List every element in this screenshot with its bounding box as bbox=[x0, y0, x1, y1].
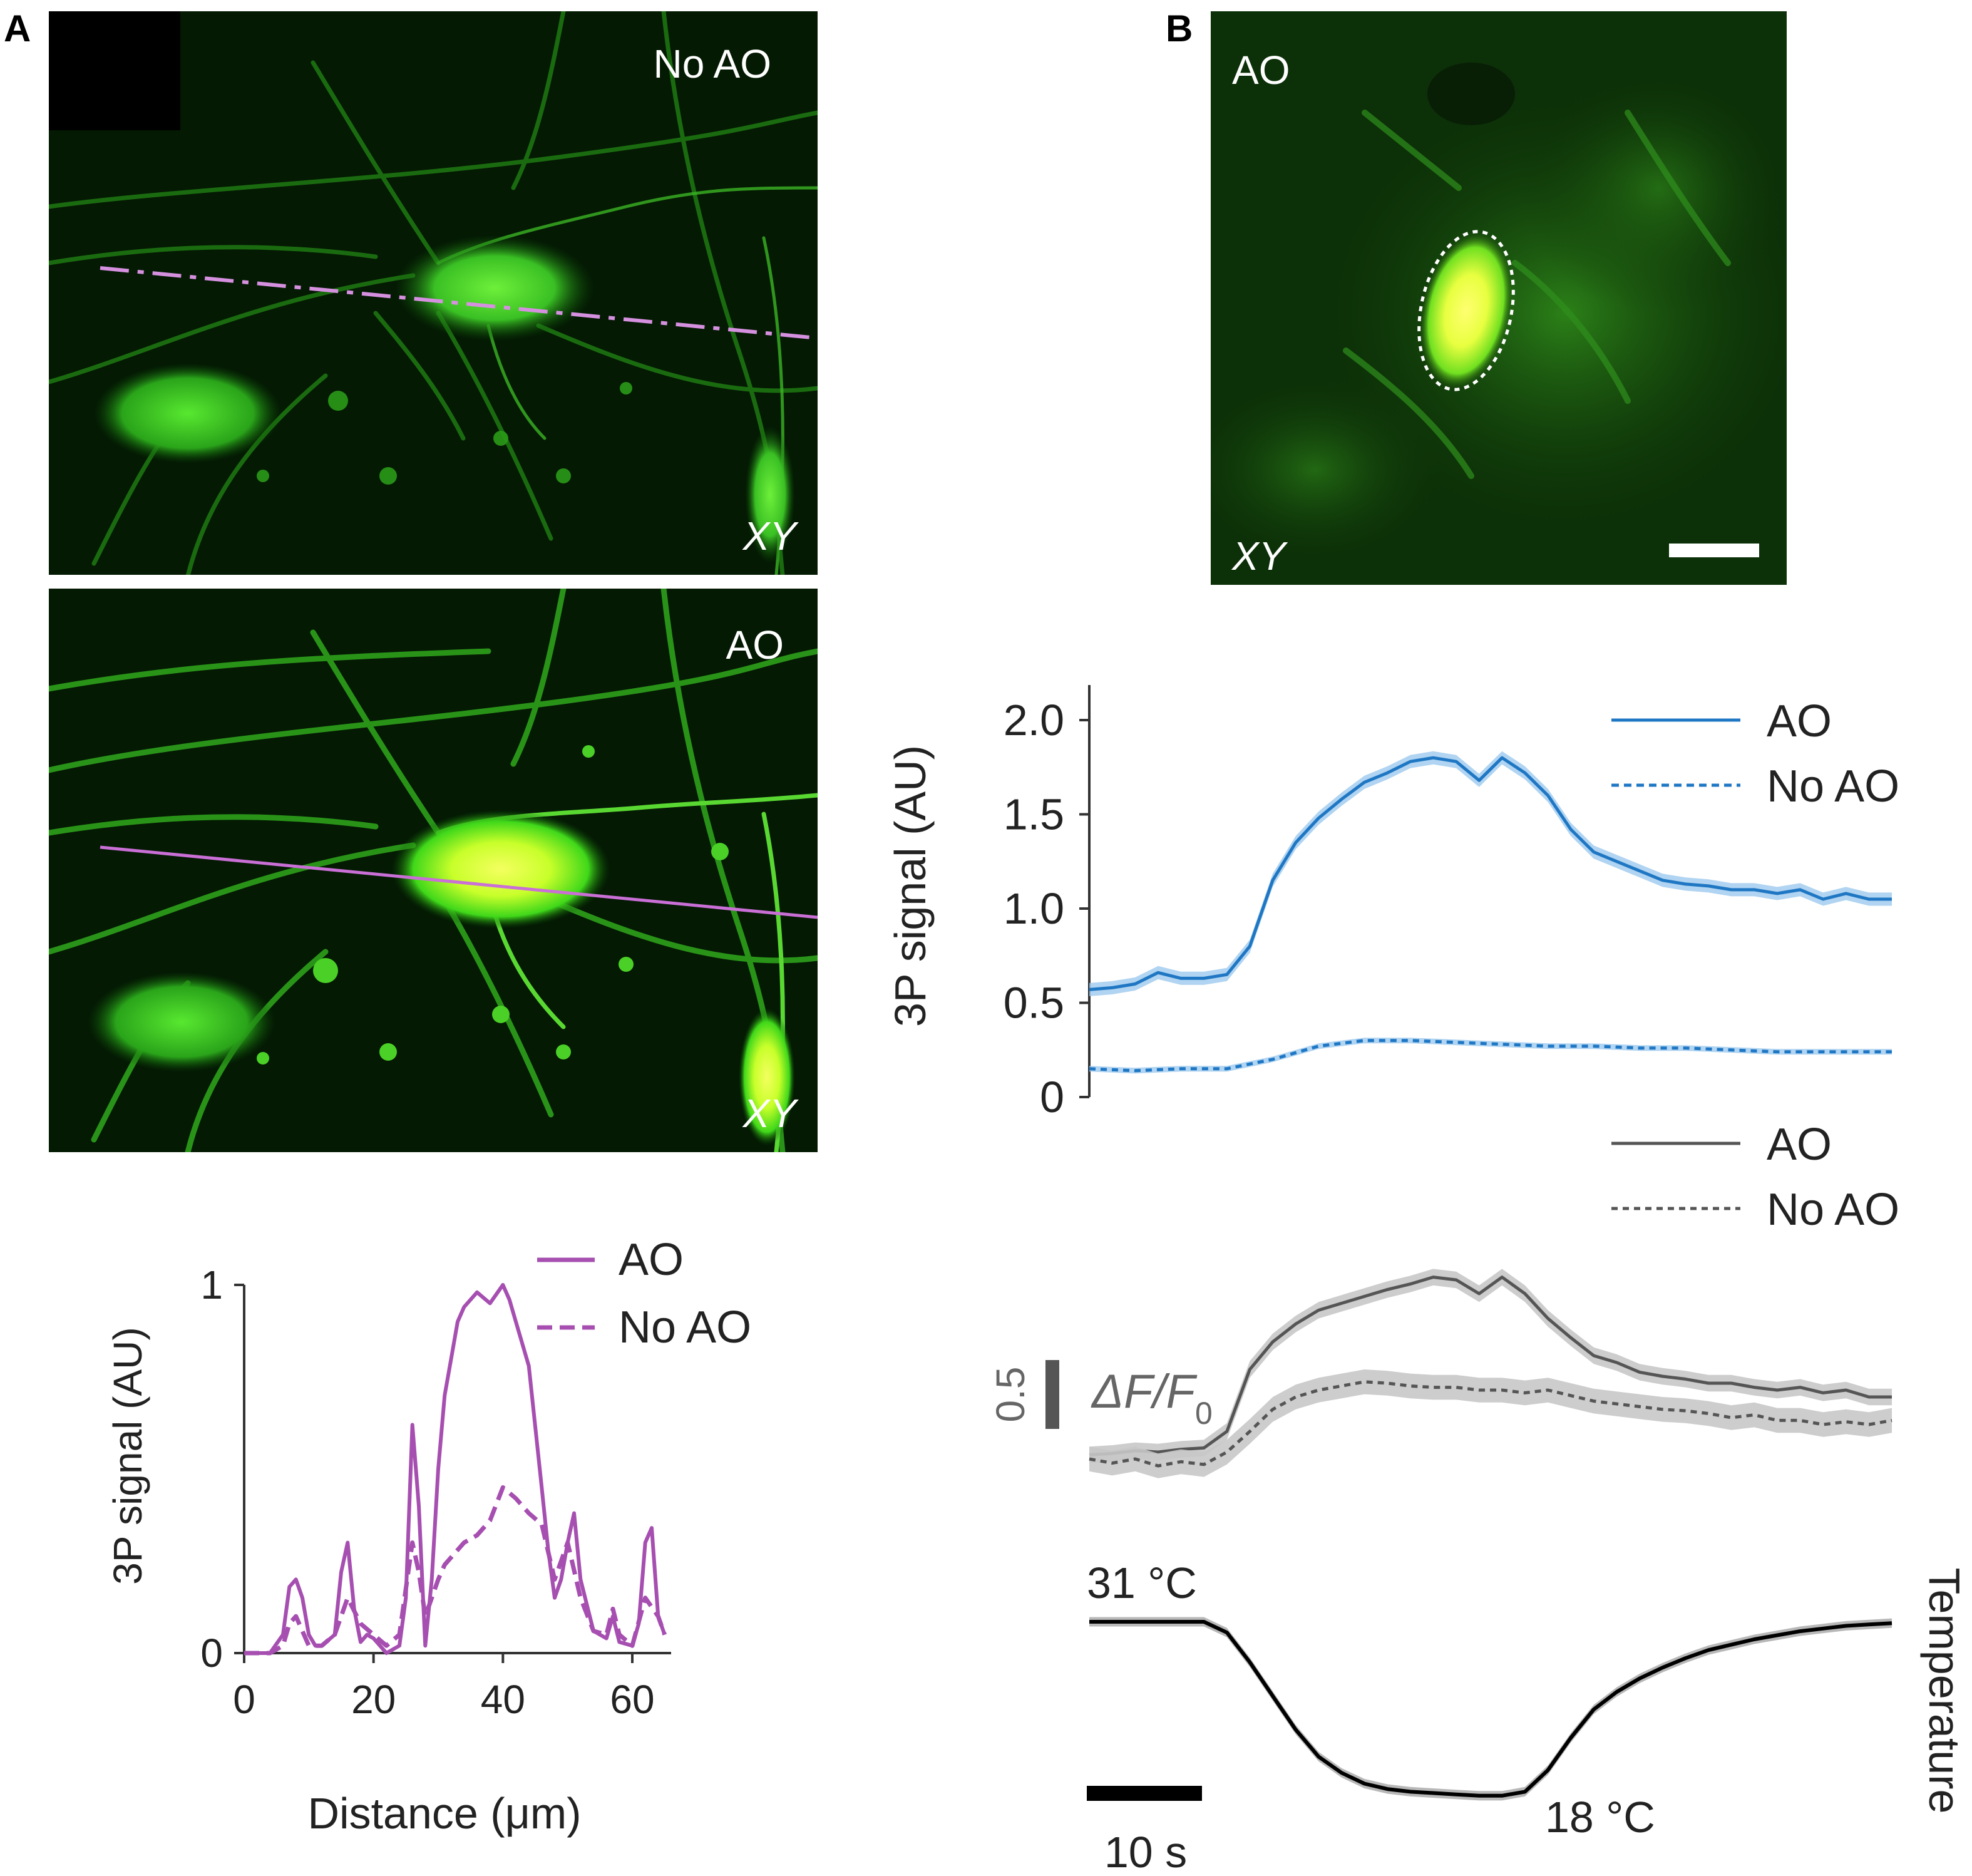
chart-b1-legend-label: AO bbox=[1767, 696, 1832, 746]
chart-a-xtick-label: 40 bbox=[481, 1677, 525, 1722]
chart-b2-legend-label: No AO bbox=[1767, 1185, 1899, 1235]
dff-scale-value: 0.5 bbox=[988, 1367, 1033, 1423]
label-xy-top: XY bbox=[742, 513, 799, 559]
chart-a-xtick-label: 20 bbox=[351, 1677, 396, 1722]
label-xy-b: XY bbox=[1231, 533, 1288, 579]
chart-b1-band-ao bbox=[1089, 751, 1892, 996]
chart-a-ylabel: 3P signal (AU) bbox=[105, 1327, 150, 1584]
chart-b1-ytick-label: 1.0 bbox=[1004, 884, 1064, 933]
scale-bar-image bbox=[1669, 544, 1759, 557]
chart-a-series-ao bbox=[244, 1283, 667, 1655]
line-profile-no-ao bbox=[100, 266, 818, 340]
micrograph-ao: AO XY bbox=[49, 589, 818, 1152]
chart-a-xtick-label: 60 bbox=[610, 1677, 654, 1722]
chart-b1-ytick-label: 0.5 bbox=[1004, 979, 1064, 1028]
micrograph-no-ao: No AO XY bbox=[49, 11, 818, 575]
panel-b-letter: B bbox=[1166, 8, 1193, 49]
chart-b1-ytick-label: 0 bbox=[1040, 1073, 1064, 1121]
chart-b1-band-no-ao bbox=[1089, 1038, 1892, 1074]
temp-start-label: 31 °C bbox=[1087, 1559, 1197, 1607]
chart-b1-legend-label: No AO bbox=[1767, 761, 1899, 812]
chart-b2-series-ao bbox=[1089, 1276, 1892, 1456]
chart-b2-band-no-ao bbox=[1089, 1369, 1892, 1478]
chart-b2-band-ao bbox=[1089, 1269, 1892, 1463]
time-scale-label: 10 s bbox=[1104, 1828, 1187, 1876]
temp-end-label: 18 °C bbox=[1545, 1793, 1655, 1842]
line-profile-ao bbox=[100, 845, 818, 919]
label-ao-b: AO bbox=[1232, 48, 1290, 93]
label-no-ao: No AO bbox=[653, 41, 771, 86]
chart-a-series-no-ao bbox=[244, 1485, 667, 1656]
chart-b2-series-no-ao bbox=[1089, 1380, 1892, 1468]
dff-scale-bar bbox=[1045, 1360, 1059, 1429]
chart-b-temperature: 31 °C 18 °C Temperature 10 s bbox=[1087, 1559, 1969, 1876]
dff-label: ΔF/F0 bbox=[1091, 1365, 1213, 1431]
chart-a-legend-label: No AO bbox=[619, 1302, 751, 1353]
chart-a-xtick-label: 0 bbox=[233, 1677, 255, 1722]
chart-a-xlabel: Distance (μm) bbox=[307, 1789, 581, 1838]
dff-label-sub: 0 bbox=[1195, 1396, 1213, 1431]
chart-a-ytick-label: 0 bbox=[200, 1631, 223, 1676]
soma-outline bbox=[1417, 230, 1515, 391]
time-scale-bar bbox=[1087, 1786, 1202, 1801]
chart-b1-ytick-label: 2.0 bbox=[1004, 696, 1064, 745]
panel-a-letter: A bbox=[4, 8, 31, 49]
label-ao-a: AO bbox=[726, 622, 784, 667]
dff-label-main: ΔF/F bbox=[1091, 1365, 1198, 1418]
chart-b2-legend-label: AO bbox=[1767, 1120, 1832, 1170]
chart-b1-ytick-label: 1.5 bbox=[1004, 790, 1064, 839]
chart-b-3p-signal: 3P signal (AU) 0 0.5 1.0 1.5 2.0 AO No AO bbox=[886, 685, 1899, 1121]
chart-a-line-profile: 3P signal (AU) Distance (μm) 0 20 40 60 0 1 AO… bbox=[105, 1235, 751, 1838]
chart-a-ytick-label: 1 bbox=[200, 1262, 223, 1307]
chart-b3-series-temperature bbox=[1089, 1620, 1892, 1798]
micrograph-b-ao: AO XY bbox=[1211, 11, 1787, 585]
chart-a-legend-label: AO bbox=[619, 1235, 684, 1285]
chart-b3-band bbox=[1089, 1617, 1892, 1801]
temp-label: Temperature bbox=[1920, 1568, 1969, 1814]
chart-b1-series-no-ao bbox=[1089, 1039, 1892, 1073]
chart-b1-ylabel: 3P signal (AU) bbox=[886, 745, 935, 1027]
chart-b-dff: 0.5 ΔF/F0 AO No AO bbox=[988, 1120, 1899, 1478]
label-xy-bottom: XY bbox=[742, 1091, 799, 1136]
chart-b1-series-ao bbox=[1089, 756, 1892, 991]
